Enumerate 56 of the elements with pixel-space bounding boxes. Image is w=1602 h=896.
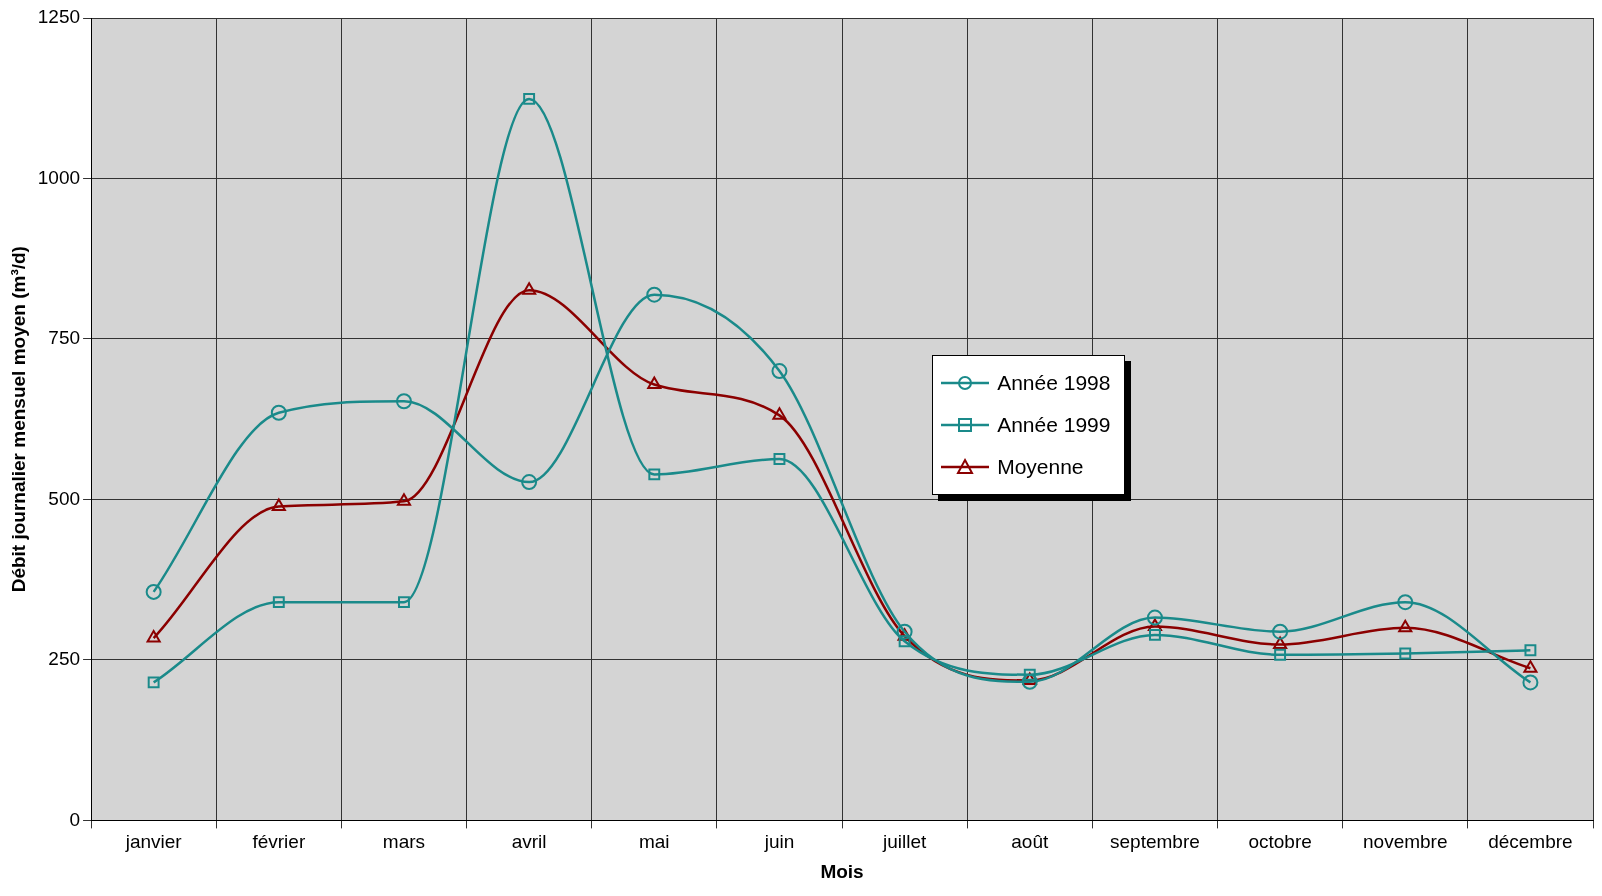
legend-label: Année 1999 bbox=[997, 413, 1111, 437]
x-tick-label: janvier bbox=[124, 831, 183, 853]
point bbox=[772, 407, 787, 420]
legend-label: Année 1998 bbox=[997, 371, 1111, 395]
point bbox=[272, 596, 285, 609]
y-tick-label: 500 bbox=[48, 487, 81, 509]
y-tick-label: 250 bbox=[48, 648, 81, 670]
point bbox=[648, 468, 661, 481]
x-tick-label: juin bbox=[763, 831, 795, 853]
point bbox=[145, 583, 162, 600]
point bbox=[898, 635, 911, 648]
point bbox=[1522, 674, 1539, 691]
x-tick-label: novembre bbox=[1363, 831, 1448, 853]
point bbox=[1021, 673, 1038, 690]
x-tick-label: octobre bbox=[1248, 831, 1312, 853]
point bbox=[522, 282, 537, 295]
y-tick-label: 0 bbox=[69, 808, 81, 830]
x-tick-label: février bbox=[252, 831, 306, 853]
x-tick-label: juillet bbox=[881, 831, 927, 853]
point bbox=[896, 623, 913, 640]
point bbox=[647, 376, 662, 390]
point bbox=[1398, 619, 1413, 633]
point bbox=[395, 393, 412, 410]
x-tick-label: avril bbox=[511, 831, 547, 853]
point bbox=[1273, 636, 1288, 650]
y-axis-title: Débit journalier mensuel moyen (m³/d) bbox=[7, 246, 29, 593]
point bbox=[1523, 660, 1538, 673]
x-tick-label: décembre bbox=[1488, 831, 1573, 853]
x-tick-label: août bbox=[1011, 831, 1049, 853]
point bbox=[1399, 647, 1412, 660]
point bbox=[1274, 648, 1287, 661]
point bbox=[1397, 594, 1414, 611]
x-tick-label: septembre bbox=[1110, 831, 1200, 853]
x-tick-label: mars bbox=[382, 831, 426, 853]
point bbox=[1524, 644, 1537, 657]
y-tick-label: 1000 bbox=[37, 166, 81, 188]
point bbox=[1146, 609, 1163, 626]
point bbox=[646, 286, 663, 303]
x-axis-title: Mois bbox=[820, 860, 864, 882]
point bbox=[146, 630, 161, 643]
x-tick-label: mai bbox=[638, 831, 670, 853]
point bbox=[771, 363, 788, 380]
y-tick-label: 750 bbox=[48, 327, 81, 349]
y-tick-label: 1250 bbox=[37, 6, 81, 28]
point bbox=[271, 498, 286, 511]
point bbox=[523, 92, 536, 105]
point bbox=[1023, 668, 1036, 681]
legend-label: Moyenne bbox=[997, 455, 1084, 479]
point bbox=[270, 404, 287, 421]
point bbox=[147, 676, 160, 689]
point bbox=[1148, 628, 1161, 641]
point bbox=[773, 453, 786, 465]
point bbox=[396, 493, 412, 506]
point bbox=[1272, 623, 1289, 640]
point bbox=[398, 596, 410, 609]
point bbox=[521, 474, 538, 491]
